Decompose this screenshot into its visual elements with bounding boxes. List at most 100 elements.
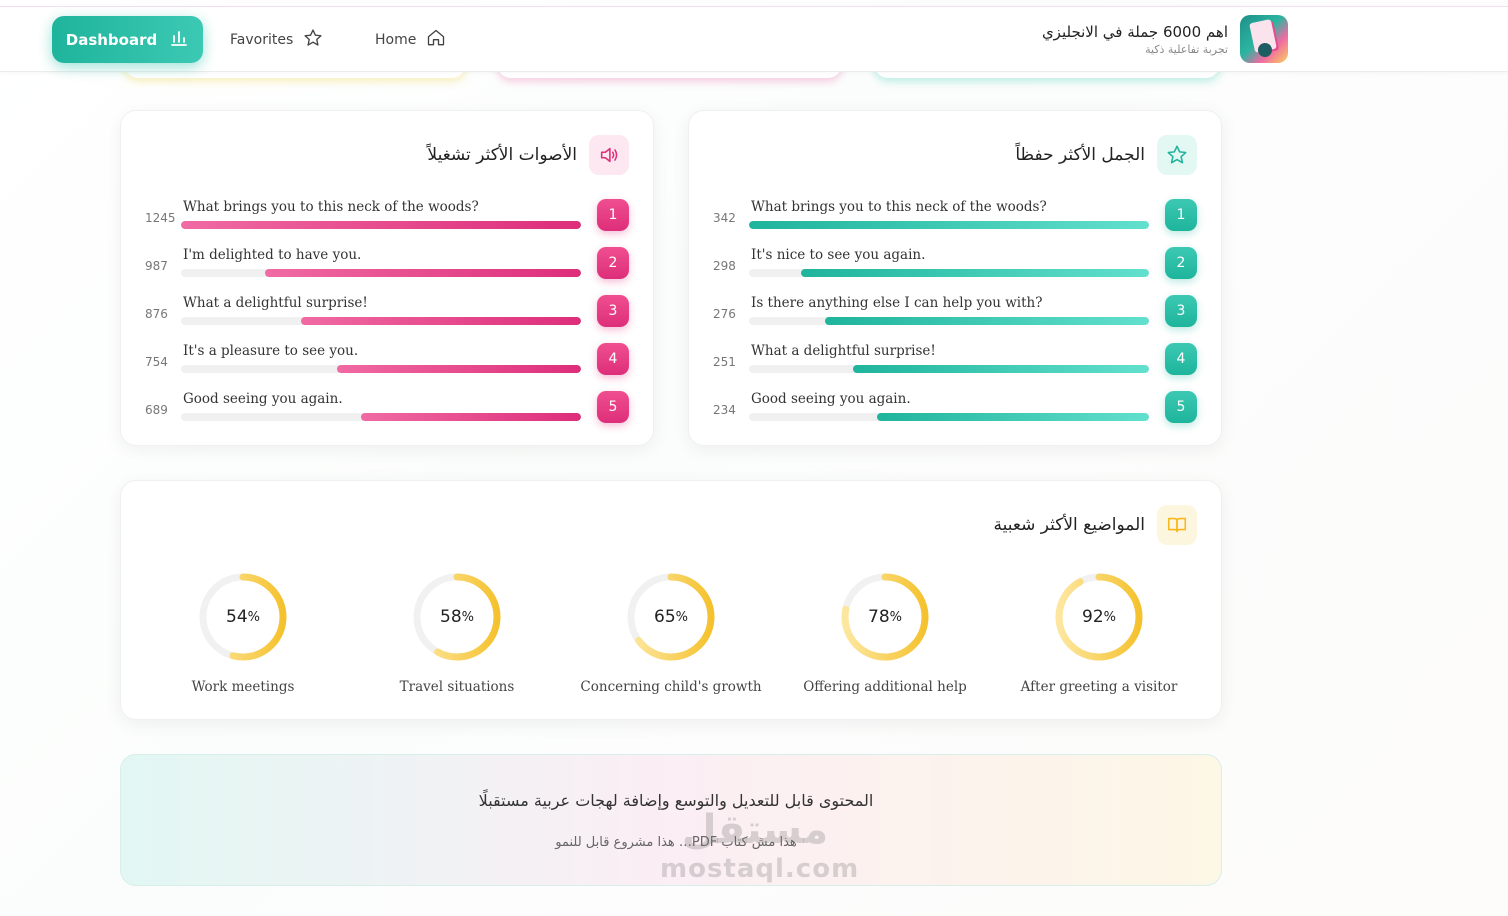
progress-track [181, 221, 581, 229]
play-count: 1245 [145, 211, 176, 225]
progress-fill [337, 365, 581, 373]
topic-item[interactable]: 58% Travel situations [347, 571, 567, 695]
list-item[interactable]: 342 What brings you to this neck of the w… [689, 199, 1221, 239]
rank-badge: 4 [1165, 343, 1197, 375]
list-item[interactable]: 754 It's a pleasure to see you. 4 [121, 343, 653, 383]
topic-label: After greeting a visitor [1020, 679, 1178, 695]
ring-fill [413, 573, 501, 661]
most-played-card: الأصوات الأكثر تشغيلاً 1245 What brings y… [120, 110, 654, 446]
topic-item[interactable]: 92% After greeting a visitor [989, 571, 1209, 695]
sentence-text: What a delightful surprise! [751, 343, 936, 359]
rank-badge: 1 [1165, 199, 1197, 231]
rank-badge: 3 [1165, 295, 1197, 327]
progress-track [749, 317, 1149, 325]
topic-label: Concerning child's growth [580, 679, 762, 695]
progress-ring: 92% [1053, 571, 1145, 663]
top-header: Dashboard Favorites Home اهم 6000 جمل [0, 6, 1508, 72]
star-icon [1157, 135, 1197, 175]
topic-label: Work meetings [191, 679, 295, 695]
play-count: 876 [145, 307, 168, 321]
progress-ring: 65% [625, 571, 717, 663]
ring-graphic [1055, 573, 1143, 661]
brand[interactable]: اهم 6000 جملة في الانجليزي تجربة تفاعلية… [1042, 15, 1288, 63]
progress-track [181, 317, 581, 325]
ring-percent: 92% [1053, 571, 1145, 663]
brand-title: اهم 6000 جملة في الانجليزي [1041, 22, 1228, 41]
sentence-text: Good seeing you again. [183, 391, 343, 407]
percent-number: 65 [654, 607, 676, 627]
percent-number: 54 [226, 607, 248, 627]
ring-percent: 78% [839, 571, 931, 663]
sentence-text: Good seeing you again. [751, 391, 911, 407]
list-item[interactable]: 298 It's nice to see you again. 2 [689, 247, 1221, 287]
most-memorized-card: الجمل الأكثر حفظاً 342 What brings you to… [688, 110, 1222, 446]
percent-sign: % [675, 609, 688, 625]
nav-home-link[interactable]: Home [375, 16, 446, 63]
ring-percent: 58% [411, 571, 503, 663]
percent-sign: % [247, 609, 260, 625]
list-item[interactable]: 987 I'm delighted to have you. 2 [121, 247, 653, 287]
play-count: 298 [713, 259, 736, 273]
ring-fill [627, 573, 715, 661]
ring-graphic [413, 573, 501, 661]
banner-subline: هذا مش كتاب PDF… هذا مشروع قابل للنمو [555, 835, 797, 850]
progress-fill [181, 221, 581, 229]
list-item[interactable]: 689 Good seeing you again. 5 [121, 391, 653, 431]
progress-ring: 54% [197, 571, 289, 663]
speaker-icon [589, 135, 629, 175]
play-count: 754 [145, 355, 168, 369]
list-item[interactable]: 876 What a delightful surprise! 3 [121, 295, 653, 335]
ring-graphic [627, 573, 715, 661]
sentence-text: It's a pleasure to see you. [183, 343, 359, 359]
rank-badge: 4 [597, 343, 629, 375]
sentence-text: I'm delighted to have you. [183, 247, 362, 263]
list-item[interactable]: 276 Is there anything else I can help you… [689, 295, 1221, 335]
play-count: 342 [713, 211, 736, 225]
app-logo [1240, 15, 1288, 63]
progress-fill [877, 413, 1149, 421]
percent-number: 92 [1082, 607, 1104, 627]
ring-graphic [841, 573, 929, 661]
play-count: 689 [145, 403, 168, 417]
card-title: الجمل الأكثر حفظاً [1015, 145, 1145, 165]
nav-dashboard-button[interactable]: Dashboard [52, 16, 203, 63]
progress-fill [301, 317, 581, 325]
sentence-text: Is there anything else I can help you wi… [751, 295, 1043, 311]
star-icon [303, 28, 323, 52]
home-icon [426, 28, 446, 52]
topic-item[interactable]: 78% Offering additional help [775, 571, 995, 695]
ring-percent: 54% [197, 571, 289, 663]
play-count: 251 [713, 355, 736, 369]
play-count: 234 [713, 403, 736, 417]
rank-badge: 1 [597, 199, 629, 231]
play-count: 276 [713, 307, 736, 321]
progress-fill [853, 365, 1149, 373]
ring-fill [841, 573, 929, 661]
card-title: المواضيع الأكثر شعبية [993, 515, 1146, 535]
sentence-text: What brings you to this neck of the wood… [183, 199, 479, 215]
progress-track [181, 269, 581, 277]
info-banner: المحتوى قابل للتعديل والتوسع وإضافة لهجا… [120, 754, 1222, 886]
brand-subtitle: تجربة تفاعلية ذكية [1145, 42, 1228, 56]
list-item[interactable]: 234 Good seeing you again. 5 [689, 391, 1221, 431]
rank-badge: 5 [597, 391, 629, 423]
book-icon [1157, 505, 1197, 545]
topic-item[interactable]: 54% Work meetings [133, 571, 353, 695]
play-count: 987 [145, 259, 168, 273]
list-item[interactable]: 1245 What brings you to this neck of the … [121, 199, 653, 239]
progress-track [181, 365, 581, 373]
ring-graphic [199, 573, 287, 661]
topic-label: Travel situations [399, 679, 515, 695]
percent-number: 58 [440, 607, 462, 627]
progress-ring: 78% [839, 571, 931, 663]
nav-favorites-link[interactable]: Favorites [230, 16, 323, 63]
topic-label: Offering additional help [803, 679, 967, 695]
rank-badge: 2 [597, 247, 629, 279]
sentence-text: What a delightful surprise! [183, 295, 368, 311]
topic-item[interactable]: 65% Concerning child's growth [561, 571, 781, 695]
watermark-logo: مستقل mostaql.com [660, 806, 858, 884]
progress-track [749, 413, 1149, 421]
progress-fill [749, 221, 1149, 229]
list-item[interactable]: 251 What a delightful surprise! 4 [689, 343, 1221, 383]
progress-fill [801, 269, 1149, 277]
